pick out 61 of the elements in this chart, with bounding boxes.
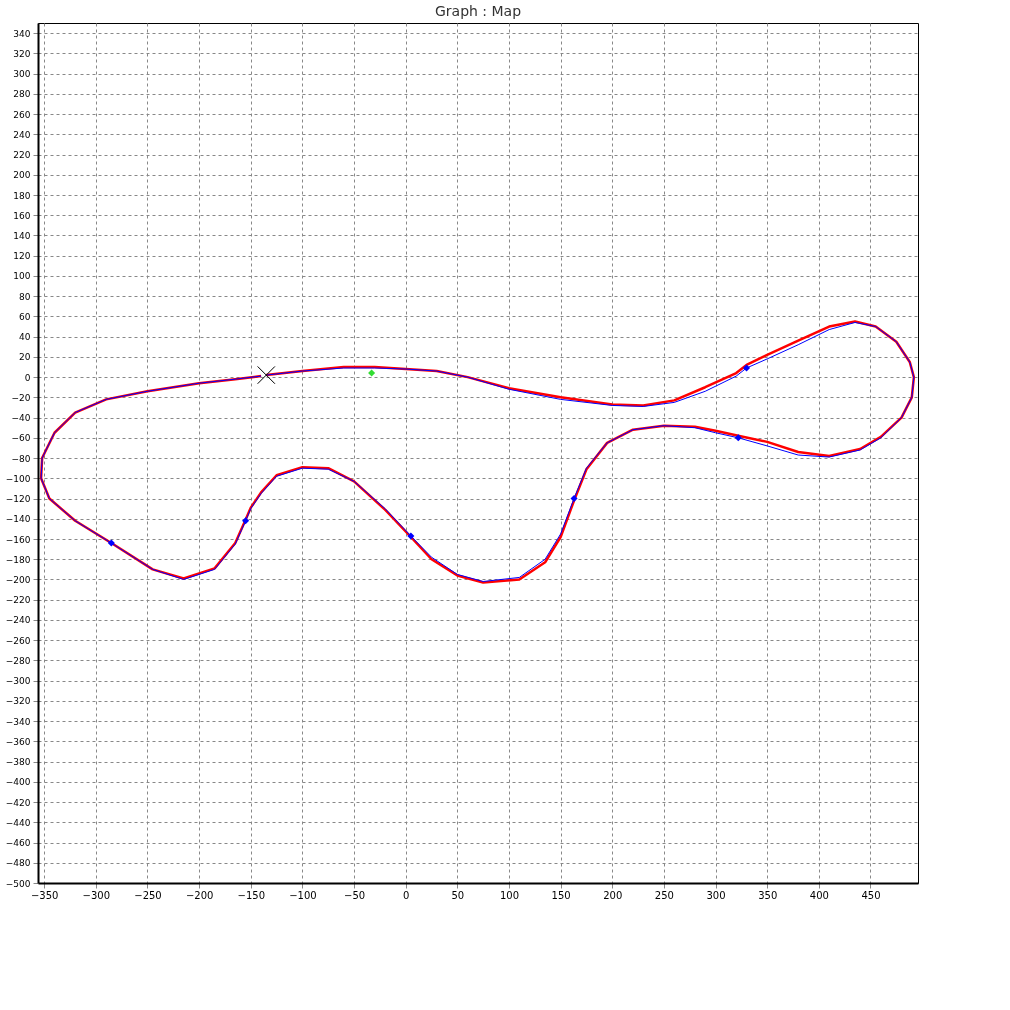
y-tick-label: −300 [5, 676, 31, 687]
y-tick-label: −60 [11, 433, 31, 444]
y-tick-label: 320 [13, 48, 31, 59]
y-tick-label: 20 [19, 352, 31, 363]
y-tick-label: −380 [5, 757, 31, 768]
x-tick-label: −250 [134, 889, 162, 901]
y-tick-label: −80 [11, 453, 31, 464]
y-tick-label: 220 [13, 150, 31, 161]
y-tick-label: −220 [5, 595, 31, 606]
x-tick-label: −350 [30, 889, 59, 901]
y-tick-label: 240 [13, 129, 31, 140]
y-tick-label: −340 [5, 716, 31, 727]
y-tick-label: −440 [5, 817, 31, 828]
x-tick-label: 200 [603, 889, 623, 901]
y-tick-label: −400 [5, 777, 31, 788]
y-tick-label: 180 [13, 190, 31, 201]
y-tick-label: 340 [13, 28, 31, 39]
y-tick-label: 60 [19, 311, 31, 322]
x-tick-label: −50 [344, 889, 366, 901]
x-tick-label: −300 [82, 889, 111, 901]
y-tick-label: −20 [11, 392, 31, 403]
y-tick-label: 280 [13, 89, 31, 100]
y-tick-label: −180 [5, 554, 31, 565]
y-tick-label: −480 [5, 858, 31, 869]
y-tick-label: 80 [19, 291, 31, 302]
y-tick-label: 120 [13, 251, 31, 262]
x-tick-label: 0 [403, 889, 410, 901]
x-tick-label: −150 [237, 889, 265, 901]
x-tick-label: 150 [551, 889, 571, 901]
y-tick-label: −200 [5, 574, 31, 585]
x-tick-label: 450 [861, 889, 881, 901]
y-tick-label: 300 [13, 69, 31, 80]
y-tick-label: −320 [5, 696, 31, 707]
y-tick-label: 140 [13, 230, 31, 241]
y-tick-label: −100 [5, 473, 31, 484]
y-tick-label: −120 [5, 494, 31, 505]
x-tick-label: 250 [654, 889, 674, 901]
y-tick-label: 200 [13, 170, 31, 181]
y-tick-label: −280 [5, 655, 31, 666]
y-tick-label: −240 [5, 615, 31, 626]
y-tick-label: 260 [13, 109, 31, 120]
x-tick-label: 400 [809, 889, 829, 901]
x-tick-label: 50 [451, 889, 465, 901]
chart-title: Graph : Map [434, 3, 522, 19]
y-tick-label: 0 [24, 372, 31, 383]
y-tick-label: −260 [5, 635, 31, 646]
y-tick-label: 100 [13, 271, 31, 282]
y-tick-label: −140 [5, 514, 31, 525]
y-tick-label: −160 [5, 534, 31, 545]
y-tick-label: −360 [5, 736, 31, 747]
x-tick-label: −100 [289, 889, 317, 901]
y-tick-label: −40 [11, 413, 31, 424]
y-tick-label: −420 [5, 797, 31, 808]
y-tick-label: 40 [19, 332, 31, 343]
x-tick-label: 350 [758, 889, 778, 901]
x-tick-label: 300 [706, 889, 726, 901]
x-tick-label: 100 [499, 889, 520, 901]
y-tick-label: 160 [13, 210, 31, 221]
x-tick-label: −200 [185, 889, 214, 901]
y-tick-label: −460 [5, 838, 31, 849]
y-tick-label: −500 [5, 878, 31, 889]
